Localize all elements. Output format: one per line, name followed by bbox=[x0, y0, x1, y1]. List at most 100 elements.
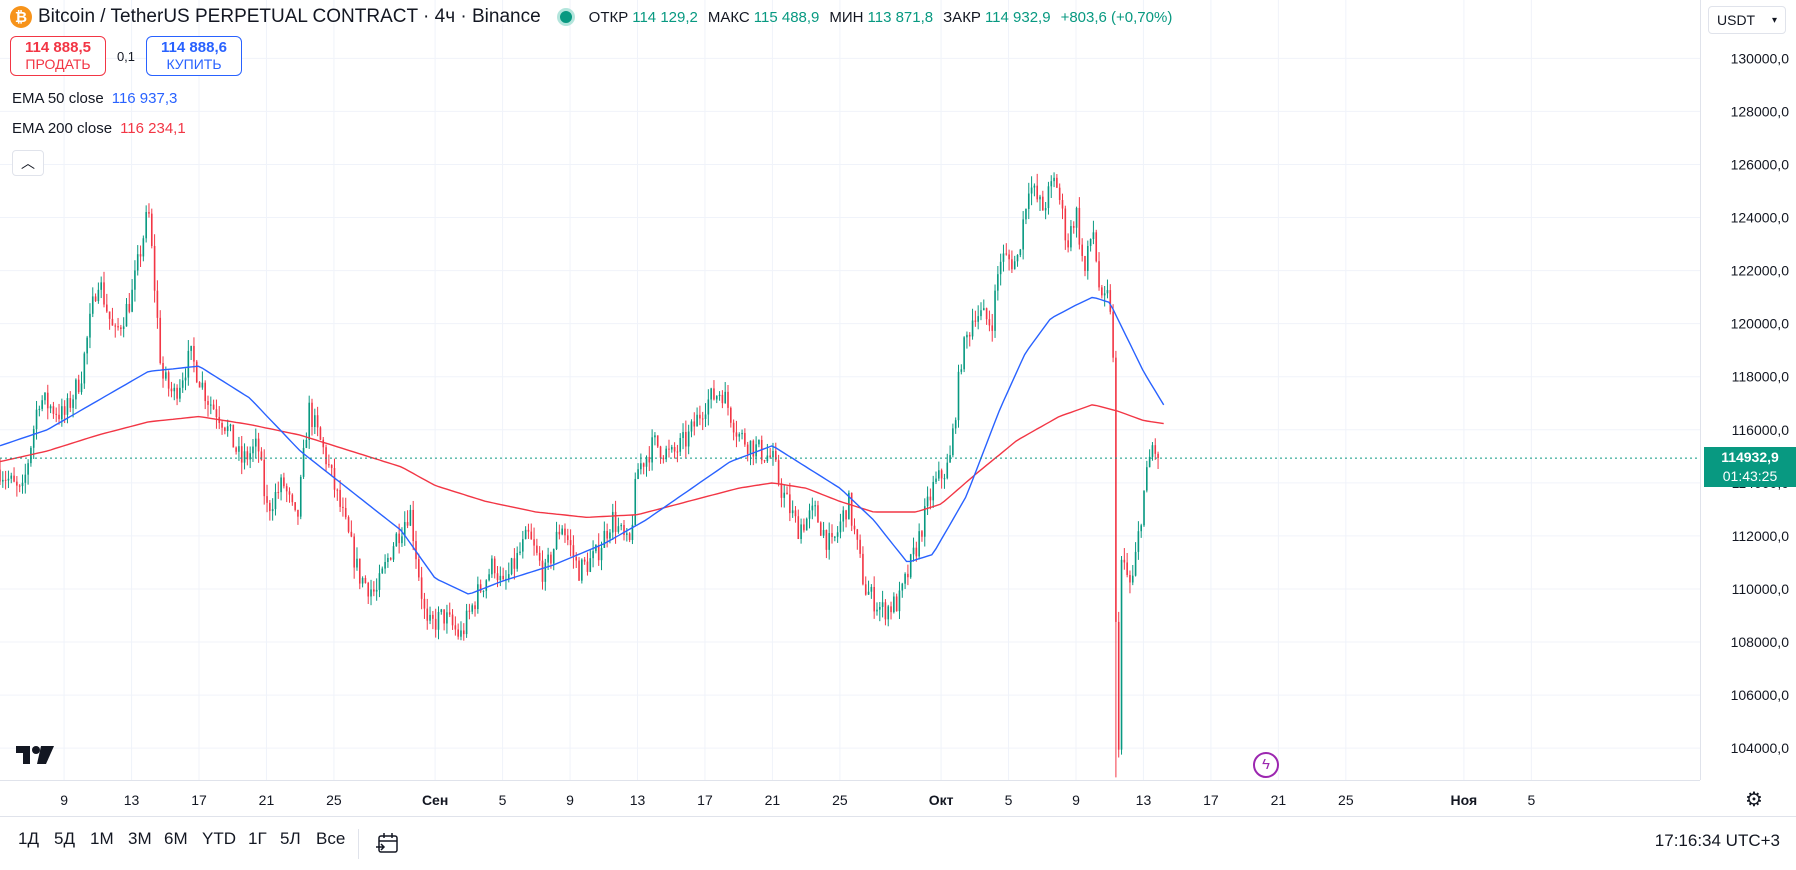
currency-selector[interactable]: USDT ▾ bbox=[1708, 6, 1786, 34]
candle-body bbox=[923, 506, 926, 537]
calendar-goto-icon[interactable] bbox=[374, 829, 402, 857]
timeframe-button[interactable]: YTD bbox=[202, 829, 236, 848]
candle-body bbox=[626, 533, 628, 535]
candle-body bbox=[52, 406, 55, 414]
candle-body bbox=[280, 477, 282, 493]
candle-body bbox=[555, 531, 558, 550]
price-tick-label: 112000,0 bbox=[1732, 528, 1790, 544]
indicator-ema50[interactable]: EMA 50 close 116 937,3 bbox=[12, 90, 177, 107]
candle-body bbox=[603, 530, 606, 548]
candle-body bbox=[907, 573, 909, 578]
candle-body bbox=[1019, 249, 1022, 255]
buy-button[interactable]: 114 888,6 КУПИТЬ bbox=[146, 36, 242, 76]
candle-body bbox=[1146, 467, 1148, 491]
time-tick-label: 5 bbox=[1527, 792, 1535, 808]
time-axis[interactable]: 9 13 17 21 25 Сен 5 9 13 17 21 25 Окт 5 9 13 17 21 25 Ноя 5 … bbox=[0, 780, 1763, 816]
timeframe-button[interactable]: 3М bbox=[128, 829, 152, 848]
candle-body bbox=[184, 377, 187, 381]
candle-body bbox=[752, 440, 755, 457]
candle-body bbox=[628, 533, 631, 541]
timeframe-button[interactable]: 1Г bbox=[248, 829, 267, 848]
candle-body bbox=[69, 398, 72, 408]
candle-body bbox=[589, 558, 592, 572]
candle-body bbox=[699, 414, 701, 419]
candle-body bbox=[246, 451, 249, 460]
candle-body bbox=[915, 547, 918, 557]
candle-body bbox=[819, 522, 822, 536]
candle-body bbox=[274, 492, 277, 510]
candle-body bbox=[193, 345, 195, 362]
candle-body bbox=[63, 406, 66, 415]
candle-body bbox=[1137, 531, 1140, 552]
candle-body bbox=[482, 590, 485, 592]
candle-body bbox=[291, 494, 294, 503]
candle-body bbox=[856, 529, 859, 540]
chart-settings-icon[interactable]: ⚙ bbox=[1745, 788, 1763, 811]
price-chart[interactable] bbox=[0, 0, 1700, 780]
candle-body bbox=[46, 392, 49, 409]
candle-body bbox=[940, 470, 943, 479]
candle-body bbox=[465, 610, 468, 635]
indicator-ema200[interactable]: EMA 200 close 116 234,1 bbox=[12, 120, 186, 137]
candle-body bbox=[395, 533, 398, 547]
chart-area[interactable]: ₿ Bitcoin / TetherUS PERPETUAL CONTRACT … bbox=[0, 0, 1700, 780]
price-scale[interactable]: 130000,0 128000,0 126000,0 124000,0 122000,0… bbox=[1700, 0, 1796, 780]
timezone-clock[interactable]: 17:16:34 UTC+3 bbox=[1654, 831, 1780, 850]
candle-body bbox=[401, 536, 403, 544]
candle-body bbox=[1131, 575, 1134, 583]
candle-body bbox=[578, 560, 580, 581]
candle-body bbox=[842, 510, 845, 522]
timeframe-button[interactable]: 6М bbox=[164, 829, 188, 848]
candle-body bbox=[16, 481, 18, 486]
candle-body bbox=[165, 372, 167, 379]
candle-body bbox=[1030, 187, 1033, 194]
candle-body bbox=[479, 584, 482, 592]
candle-body bbox=[974, 320, 977, 322]
collapse-legend-button[interactable]: ︿ bbox=[12, 150, 44, 176]
candle-body bbox=[229, 424, 232, 427]
candle-body bbox=[831, 533, 833, 537]
candle-body bbox=[668, 448, 670, 450]
timeframe-button[interactable]: 5Л bbox=[280, 829, 301, 848]
candle-body bbox=[724, 391, 727, 404]
market-open-dot-icon[interactable] bbox=[556, 8, 575, 26]
candle-body bbox=[817, 505, 819, 523]
candle-body bbox=[240, 446, 243, 463]
candle-body bbox=[1126, 562, 1128, 575]
candle-body bbox=[623, 525, 625, 535]
sell-button[interactable]: 114 888,5 ПРОДАТЬ bbox=[10, 36, 106, 76]
tradingview-logo-icon[interactable] bbox=[16, 744, 54, 766]
price-tick-label: 120000,0 bbox=[1731, 316, 1790, 332]
timeframe-button[interactable]: 5Д bbox=[54, 829, 75, 848]
candle-body bbox=[21, 482, 24, 487]
timeframe-button[interactable]: 1М bbox=[90, 829, 114, 848]
candle-body bbox=[696, 414, 698, 427]
candle-body bbox=[117, 326, 119, 328]
candle-body bbox=[834, 536, 836, 538]
candle-body bbox=[148, 212, 150, 214]
price-tick-label: 122000,0 bbox=[1731, 263, 1790, 279]
last-price-value: 114932,9 bbox=[1721, 449, 1779, 465]
candle-body bbox=[330, 464, 333, 469]
candle-body bbox=[780, 483, 783, 498]
candle-body bbox=[845, 510, 847, 520]
sell-label: ПРОДАТЬ bbox=[25, 56, 91, 72]
timeframe-button[interactable]: Все bbox=[316, 829, 346, 848]
symbol-title[interactable]: Bitcoin / TetherUS PERPETUAL CONTRACT · … bbox=[38, 6, 541, 27]
candle-body bbox=[949, 455, 951, 463]
candle-body bbox=[266, 496, 268, 503]
candle-body bbox=[387, 557, 389, 562]
candle-body bbox=[75, 379, 77, 400]
candle-body bbox=[294, 502, 296, 510]
candle-body bbox=[392, 546, 395, 560]
candle-body bbox=[631, 524, 634, 541]
candle-body bbox=[808, 510, 811, 519]
candle-body bbox=[586, 561, 589, 572]
candle-body bbox=[156, 290, 159, 318]
timeframe-button[interactable]: 1Д bbox=[18, 829, 39, 848]
candle-body bbox=[746, 444, 749, 454]
candle-body bbox=[1022, 219, 1024, 250]
lightning-icon[interactable]: ϟ bbox=[1253, 752, 1279, 778]
candle-body bbox=[609, 532, 611, 539]
candle-body bbox=[673, 447, 676, 452]
